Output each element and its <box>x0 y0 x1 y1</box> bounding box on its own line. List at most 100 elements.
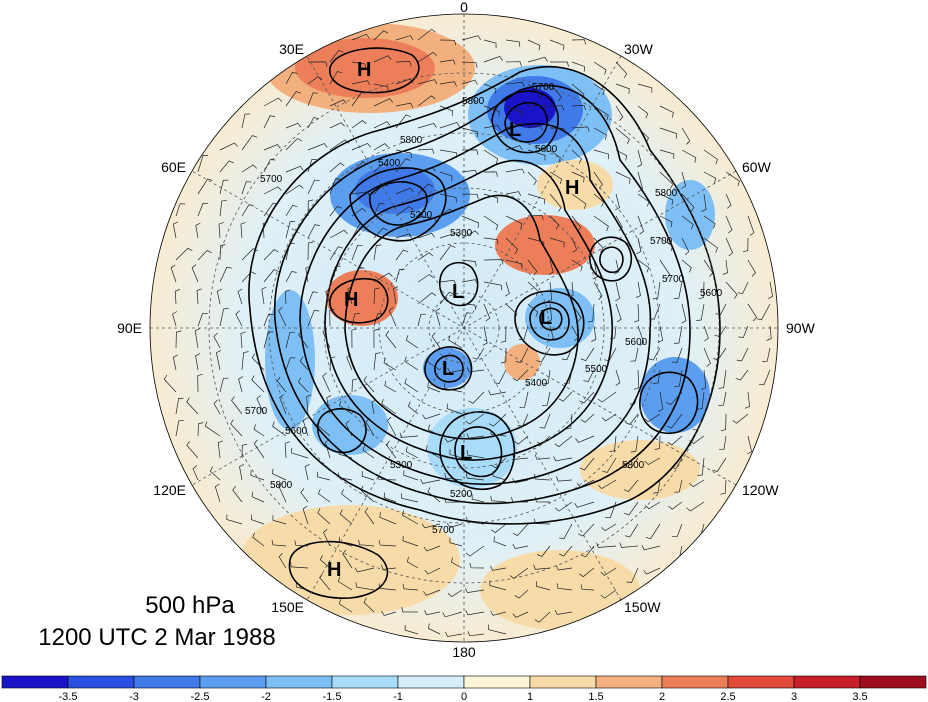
contour-label: 5700 <box>260 174 283 185</box>
wind-barb <box>483 105 500 117</box>
wind-barb <box>307 241 314 261</box>
wind-barb <box>579 457 595 471</box>
wind-barb <box>197 312 208 327</box>
wind-barb <box>720 413 727 432</box>
wind-barb <box>251 491 265 503</box>
wind-barb <box>307 179 320 195</box>
parallel-50n <box>268 132 660 524</box>
high-center: H <box>327 559 341 581</box>
wind-barb <box>593 61 607 75</box>
wind-barb <box>571 215 582 232</box>
wind-barb <box>515 347 529 363</box>
wind-barb <box>461 193 479 200</box>
wind-barb <box>593 215 609 232</box>
wind-barb <box>461 230 479 239</box>
wind-barb <box>291 447 309 459</box>
wind-barb <box>471 494 485 503</box>
wind-barb <box>371 399 377 415</box>
wind-barb <box>417 148 435 154</box>
colorbar-swatch <box>661 675 729 689</box>
wind-barb <box>514 435 529 445</box>
wind-barb <box>241 443 248 459</box>
wind-barb <box>241 248 258 261</box>
wind-barb <box>633 369 640 390</box>
wind-barb <box>635 281 641 299</box>
wind-barb <box>725 193 732 209</box>
wind-barb <box>703 325 709 342</box>
wind-barb <box>637 193 650 207</box>
colorbar-tick-label: -2 <box>261 691 271 702</box>
wind-barb <box>738 325 749 338</box>
wind-barb <box>439 122 460 129</box>
wind-barb <box>597 391 617 403</box>
wind-barb <box>681 303 687 324</box>
wind-barb <box>373 83 389 92</box>
colorbar-tick-label: -3.5 <box>59 691 78 702</box>
wind-barb <box>373 121 391 129</box>
wind-barb <box>703 149 718 165</box>
wind-barb <box>263 97 283 107</box>
wind-barb <box>527 125 543 131</box>
wind-barb <box>278 307 287 327</box>
contour-label: 5500 <box>585 364 608 375</box>
lon-label-120w: 120W <box>742 482 779 498</box>
wind-barb <box>284 289 291 305</box>
wind-barb <box>395 206 414 217</box>
wind-barb <box>285 243 295 261</box>
wind-barb <box>380 564 397 570</box>
wind-barb <box>241 135 258 151</box>
anomaly-warm-greenland <box>495 215 595 275</box>
wind-barb <box>360 485 375 503</box>
colorbar-swatch <box>1 675 69 689</box>
wind-barb <box>549 149 561 163</box>
wind-barb <box>439 245 456 261</box>
wind-barb <box>444 473 463 481</box>
contour-label: 5800 <box>400 135 423 146</box>
wind-barb <box>386 416 397 437</box>
wind-barb <box>435 308 441 327</box>
colorbar-tick-label: 2 <box>659 691 665 702</box>
wind-barb <box>449 449 463 459</box>
wind-barb <box>239 464 245 481</box>
time-title: 1200 UTC 2 Mar 1988 <box>38 624 276 651</box>
wind-barb <box>465 413 485 425</box>
wind-barb <box>514 589 529 599</box>
lon-label-30e: 30E <box>279 41 304 57</box>
wind-barb <box>527 83 543 101</box>
wind-barb <box>461 98 477 107</box>
wind-barb <box>703 347 711 367</box>
wind-barb <box>299 356 309 371</box>
wind-barb <box>383 492 397 503</box>
high-center: H <box>344 289 358 311</box>
wind-barb <box>725 281 738 299</box>
lon-label-90w: 90W <box>786 320 816 336</box>
colorbar-swatch <box>727 675 795 689</box>
wind-barb <box>505 191 522 197</box>
wind-barb <box>637 215 645 235</box>
wind-barb <box>214 483 221 503</box>
anomaly-cold-30w-core <box>504 88 556 128</box>
wind-barb <box>240 222 246 239</box>
wind-barb <box>469 562 485 569</box>
wind-barb <box>615 369 621 386</box>
wind-barb <box>768 281 774 299</box>
wind-barb <box>571 325 579 342</box>
contour-label: 5400 <box>525 378 548 389</box>
wind-barb <box>263 269 279 283</box>
wind-barbs <box>163 28 774 637</box>
contour-label: 5600 <box>535 144 558 155</box>
wind-barb <box>583 369 595 382</box>
wind-barb <box>696 303 705 321</box>
wind-barb <box>439 232 460 239</box>
wind-barb <box>395 114 411 129</box>
wind-barb <box>373 55 392 63</box>
wind-barb <box>378 540 397 547</box>
wind-barb <box>466 367 485 373</box>
wind-barb <box>527 104 547 111</box>
wind-barb <box>373 313 383 327</box>
wind-barb <box>466 516 485 525</box>
wind-barb <box>637 83 653 93</box>
wind-barb <box>447 589 463 598</box>
wind-barb <box>461 169 478 176</box>
wind-barb <box>681 193 695 212</box>
